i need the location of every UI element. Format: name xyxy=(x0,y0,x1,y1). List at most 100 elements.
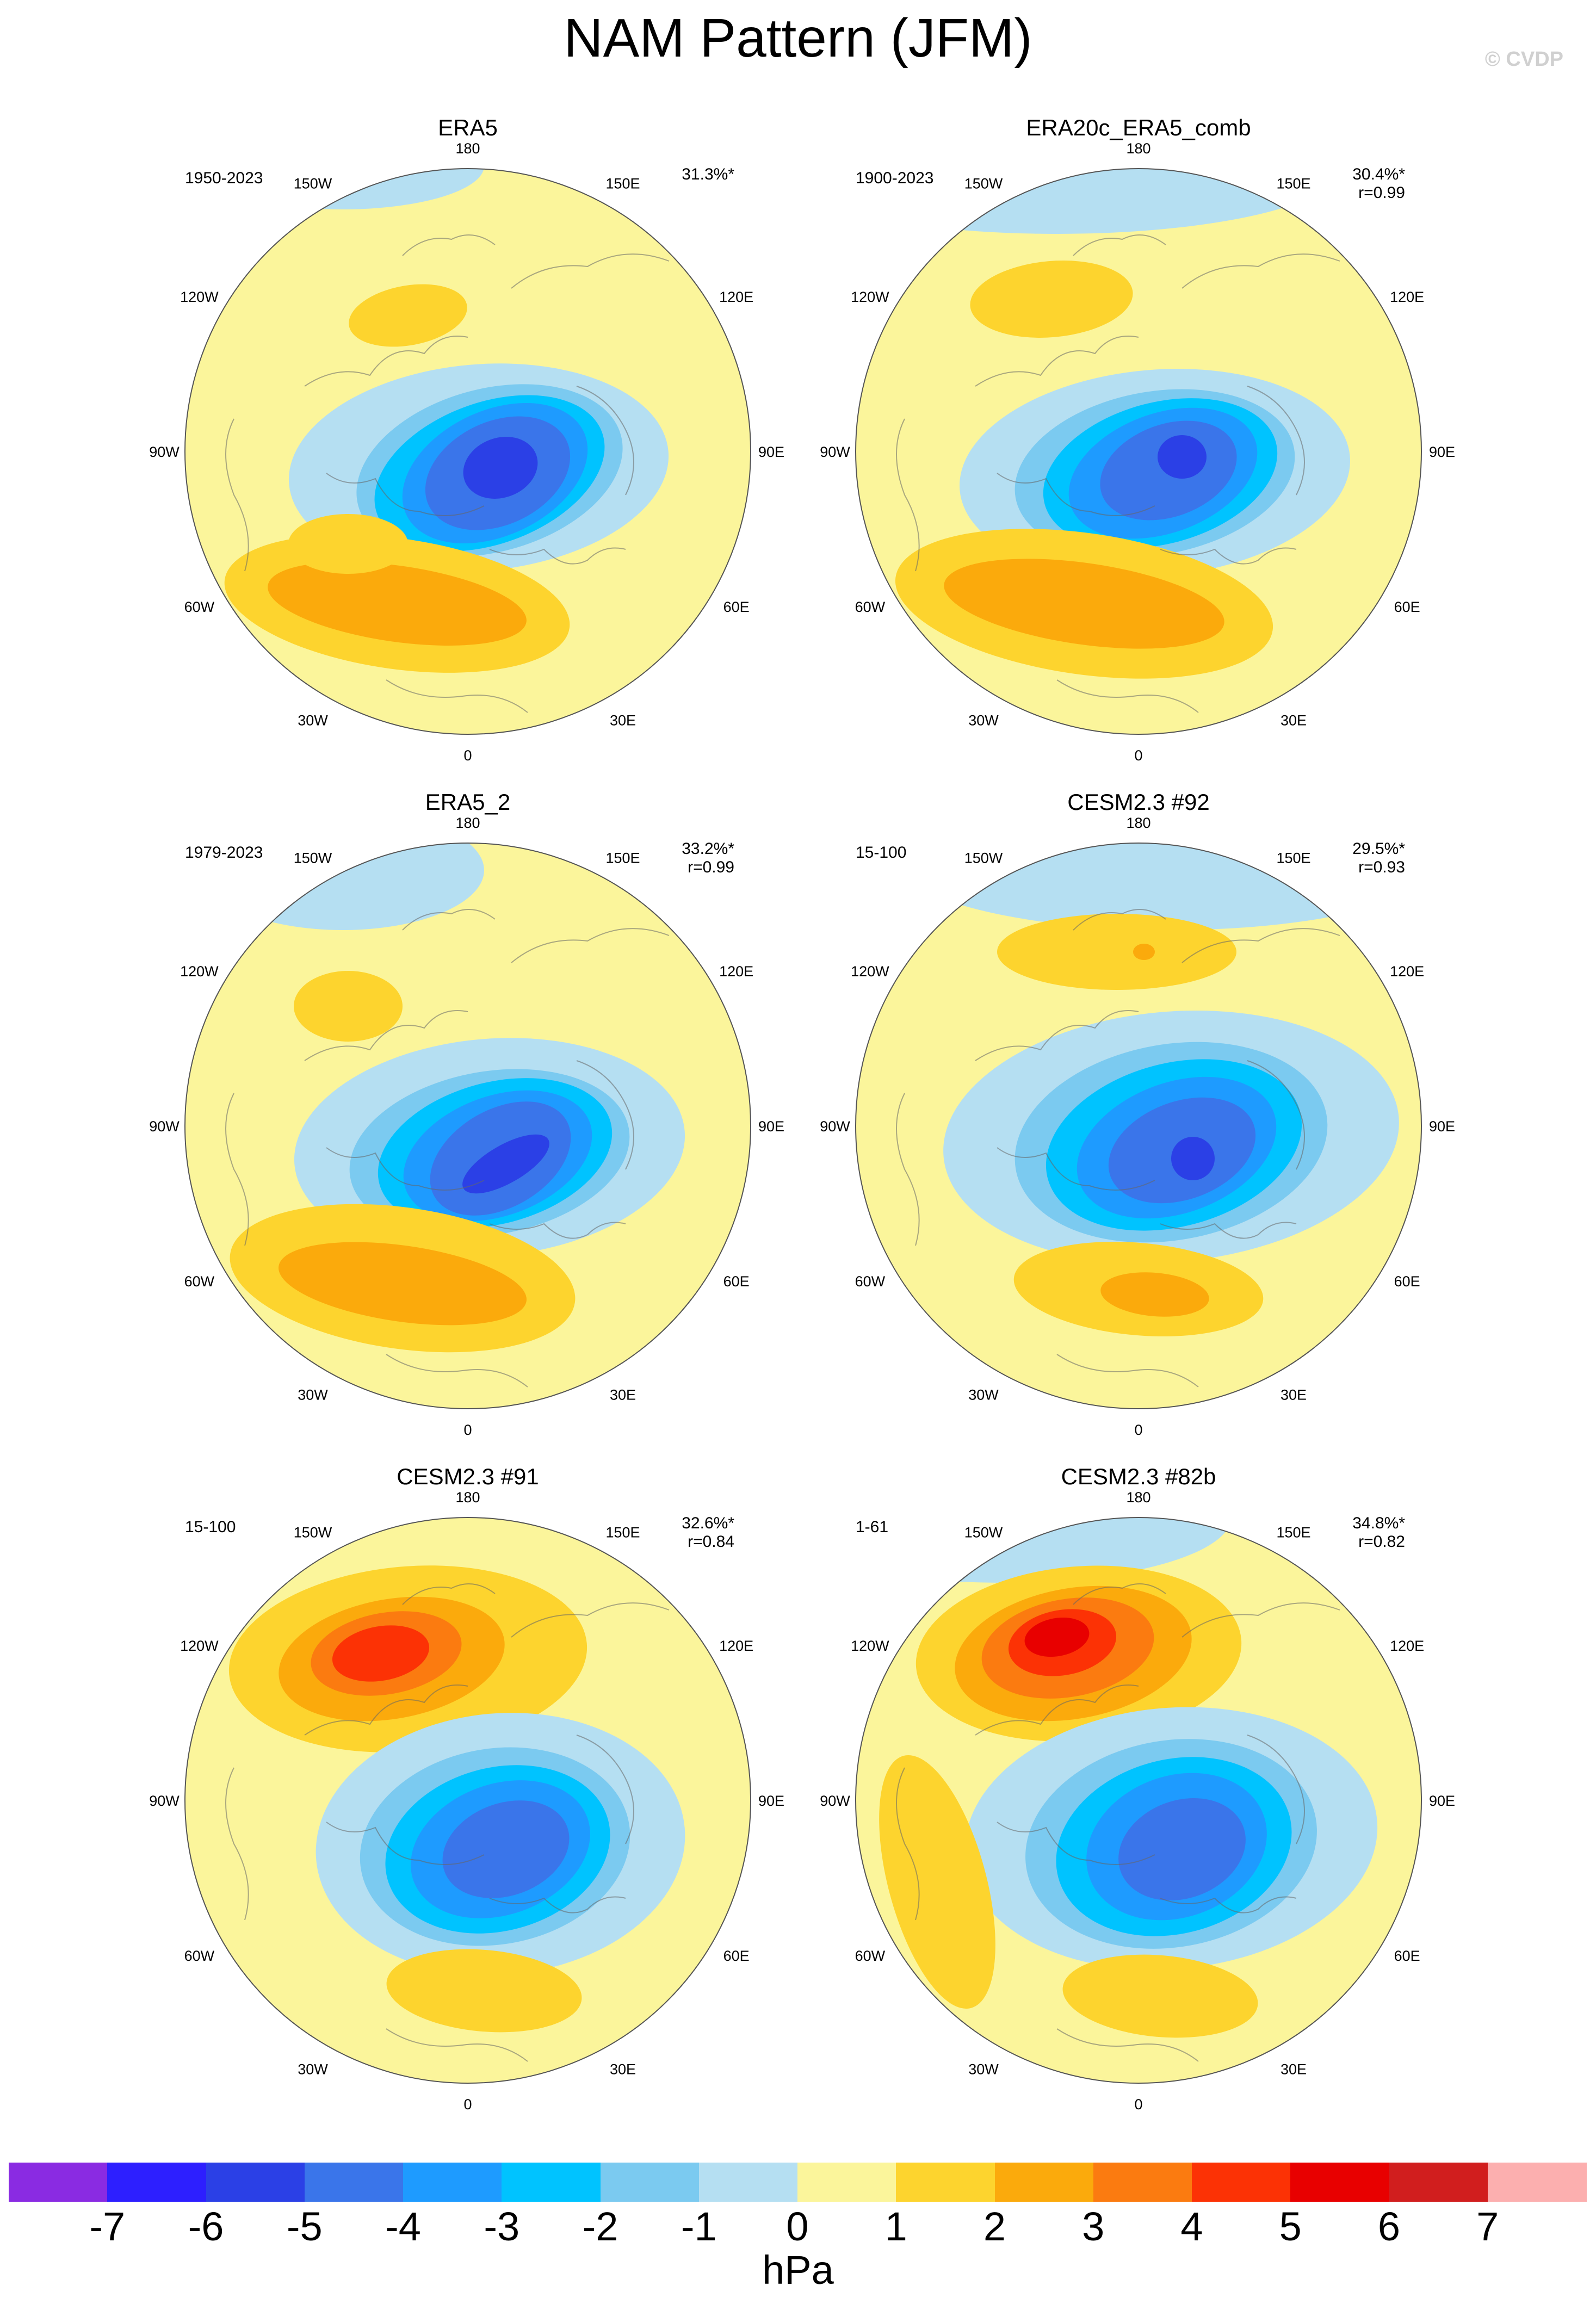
panel-stats: 30.4%* r=0.99 xyxy=(1291,165,1405,202)
colorbar-swatch xyxy=(206,2163,305,2202)
longitude-label: 150E xyxy=(605,1524,640,1540)
longitude-label: 90E xyxy=(758,1118,784,1135)
longitude-label: 60W xyxy=(855,1273,886,1290)
panel-stats: 32.6%* r=0.84 xyxy=(620,1514,734,1551)
colorbar-swatch xyxy=(698,2163,798,2202)
longitude-label: 60E xyxy=(723,1948,750,1964)
longitude-label: 120W xyxy=(180,1638,219,1654)
panel-stats: 33.2%* r=0.99 xyxy=(620,840,734,877)
longitude-label: 180 xyxy=(455,140,480,157)
panel-title: CESM2.3 #82b xyxy=(1061,1464,1216,1489)
panel-stats: 31.3%* xyxy=(620,165,734,184)
longitude-label: 150E xyxy=(1276,1524,1310,1540)
colorbar-tick-label: 2 xyxy=(983,2204,1006,2249)
longitude-label: 60W xyxy=(855,1948,886,1964)
page-title: NAM Pattern (JFM) xyxy=(564,8,1032,69)
longitude-label: 120W xyxy=(851,963,889,980)
longitude-label: 0 xyxy=(463,1422,472,1438)
longitude-label: 150W xyxy=(964,175,1003,191)
longitude-label: 120W xyxy=(180,289,219,305)
longitude-label: 120W xyxy=(851,1638,889,1654)
explained-variance: 30.4%* xyxy=(1352,165,1405,183)
longitude-label: 180 xyxy=(455,815,480,831)
colorbar-tick-label: 6 xyxy=(1377,2204,1401,2249)
polar-map: 180 150E 120E 90E 60E 30E 0 30W 60W 90W 120W 150W xyxy=(820,1489,1455,2113)
longitude-label: 60E xyxy=(723,1273,750,1290)
longitude-label: 150W xyxy=(964,850,1003,866)
map-panel: 180 150E 120E 90E 60E 30E 0 30W 60W 90W 120W 150W CE… xyxy=(0,1458,798,2132)
colorbar-swatch xyxy=(1290,2163,1390,2202)
panel-period: 1950-2023 xyxy=(185,169,263,187)
panel-stats: 29.5%* r=0.93 xyxy=(1291,840,1405,877)
pattern-correlation: r=0.93 xyxy=(1358,858,1405,876)
panel-title: CESM2.3 #92 xyxy=(1067,789,1210,815)
longitude-label: 60W xyxy=(184,1948,215,1964)
polar-map: 180 150E 120E 90E 60E 30E 0 30W 60W 90W 120W 150W xyxy=(149,815,784,1438)
longitude-label: 120E xyxy=(1390,963,1424,980)
longitude-label: 90E xyxy=(758,1793,784,1809)
colorbar-swatch xyxy=(9,2163,108,2202)
longitude-label: 90E xyxy=(1429,1793,1455,1809)
map-panel: 180 150E 120E 90E 60E 30E 0 30W 60W 90W 120W 150W ER… xyxy=(0,783,798,1458)
colorbar-swatch xyxy=(1487,2163,1587,2202)
panel-period: 1900-2023 xyxy=(856,169,934,187)
colorbar-swatch xyxy=(896,2163,995,2202)
longitude-label: 120E xyxy=(719,289,753,305)
longitude-label: 30W xyxy=(968,1387,999,1403)
pattern-correlation: r=0.84 xyxy=(688,1533,734,1551)
map-panel: 180 150E 120E 90E 60E 30E 0 30W 60W 90W 120W 150W CE… xyxy=(671,1458,1469,2132)
longitude-label: 60W xyxy=(855,599,886,615)
longitude-label: 0 xyxy=(1134,1422,1142,1438)
longitude-label: 90W xyxy=(149,1793,180,1809)
panel-stats: 34.8%* r=0.82 xyxy=(1291,1514,1405,1551)
pattern-correlation: r=0.99 xyxy=(688,858,734,876)
colorbar-swatch xyxy=(1389,2163,1488,2202)
colorbar-swatch xyxy=(1192,2163,1291,2202)
map-panel: 180 150E 120E 90E 60E 30E 0 30W 60W 90W 120W 150W CE… xyxy=(671,783,1469,1458)
longitude-label: 90E xyxy=(1429,1118,1455,1135)
panel-period: 1-61 xyxy=(856,1518,889,1536)
longitude-label: 150E xyxy=(605,850,640,866)
longitude-label: 120W xyxy=(851,289,889,305)
colorbar-tick-label: 3 xyxy=(1082,2204,1105,2249)
longitude-label: 30W xyxy=(968,2061,999,2078)
longitude-label: 0 xyxy=(463,2096,472,2113)
colorbar-swatch xyxy=(403,2163,503,2202)
longitude-label: 150W xyxy=(294,1524,332,1540)
colorbar-tick-label: 5 xyxy=(1279,2204,1302,2249)
longitude-label: 150W xyxy=(964,1524,1003,1540)
longitude-label: 180 xyxy=(1126,1489,1150,1506)
polar-map: 180 150E 120E 90E 60E 30E 0 30W 60W 90W 120W 150W xyxy=(149,140,784,764)
longitude-label: 30W xyxy=(298,1387,328,1403)
polar-map: 180 150E 120E 90E 60E 30E 0 30W 60W 90W 120W 150W xyxy=(820,815,1455,1438)
longitude-label: 60E xyxy=(1394,1273,1420,1290)
longitude-label: 0 xyxy=(1134,747,1142,764)
colorbar xyxy=(9,2163,1587,2202)
polar-map: 180 150E 120E 90E 60E 30E 0 30W 60W 90W 120W 150W xyxy=(149,1489,784,2113)
longitude-label: 90E xyxy=(1429,444,1455,460)
explained-variance: 33.2%* xyxy=(682,840,734,858)
colorbar-swatch xyxy=(107,2163,207,2202)
longitude-label: 90W xyxy=(820,1118,850,1135)
longitude-label: 120E xyxy=(719,1638,753,1654)
colorbar-swatch xyxy=(994,2163,1094,2202)
longitude-label: 30E xyxy=(610,2061,636,2078)
explained-variance: 29.5%* xyxy=(1352,840,1405,858)
longitude-label: 0 xyxy=(463,747,472,764)
longitude-label: 60E xyxy=(723,599,750,615)
colorbar-tick-label: 4 xyxy=(1180,2204,1203,2249)
colorbar-swatch xyxy=(502,2163,601,2202)
explained-variance: 31.3%* xyxy=(682,165,734,183)
longitude-label: 90W xyxy=(149,1118,180,1135)
panel-title: ERA5 xyxy=(438,115,498,140)
polar-map: 180 150E 120E 90E 60E 30E 0 30W 60W 90W 120W 150W xyxy=(820,140,1455,764)
panel-period: 15-100 xyxy=(185,1518,236,1536)
colorbar-tick-label: -1 xyxy=(681,2204,717,2249)
pattern-correlation: r=0.82 xyxy=(1358,1533,1405,1551)
pattern-correlation: r=0.99 xyxy=(1358,184,1405,202)
longitude-label: 90W xyxy=(149,444,180,460)
longitude-label: 120W xyxy=(180,963,219,980)
longitude-label: 0 xyxy=(1134,2096,1142,2113)
colorbar-tick-label: -6 xyxy=(188,2204,224,2249)
longitude-label: 60E xyxy=(1394,1948,1420,1964)
